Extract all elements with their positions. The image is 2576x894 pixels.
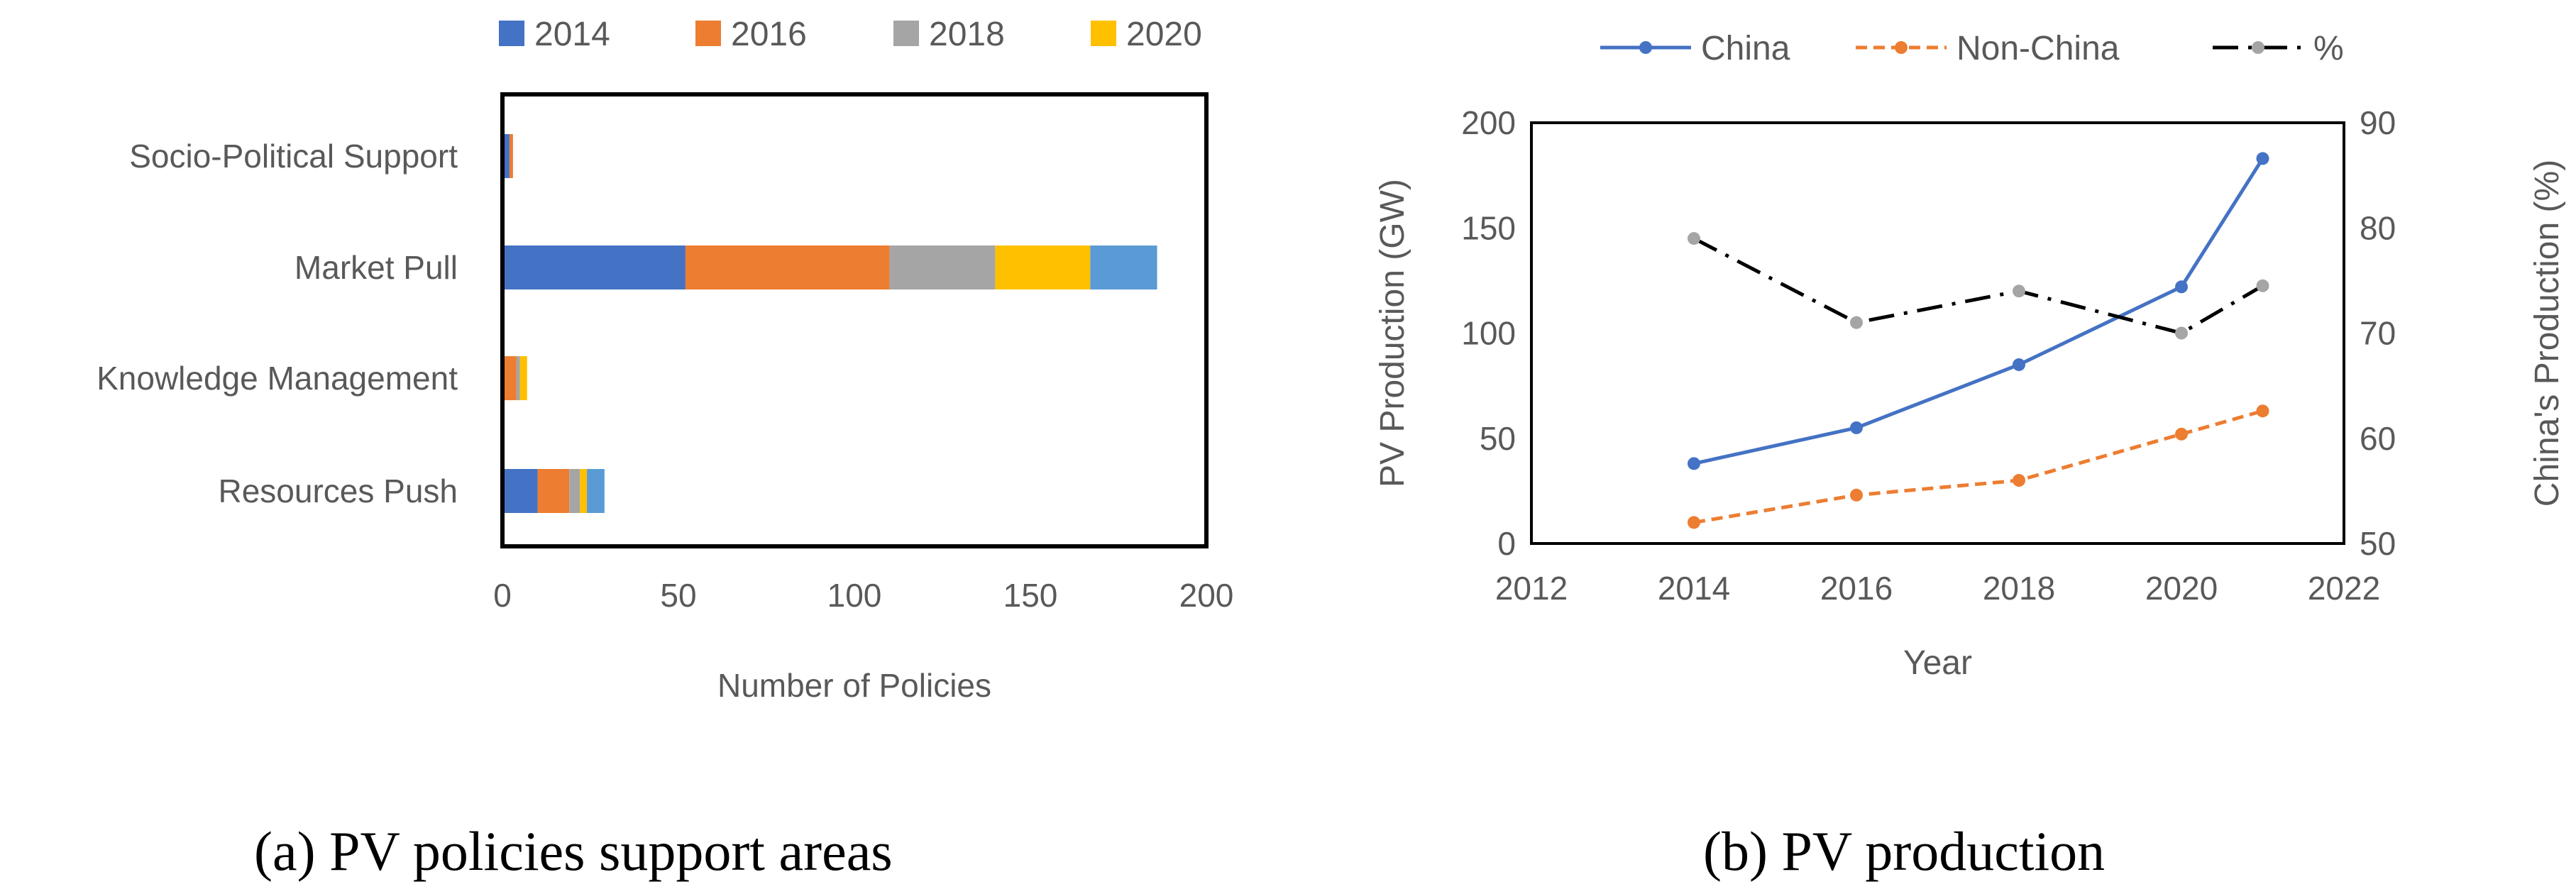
y-axis-label: PV Production (GW) [1374,179,1411,487]
legend-label-2014: 2014 [534,16,610,53]
caption-a: (a) PV policies support areas [254,820,893,882]
x-tick-0: 0 [493,577,512,614]
legend-marker-china [1639,41,1652,54]
x-tick-200: 200 [1179,577,1234,614]
bar-resources-push-2018 [569,469,580,513]
caption-b: (b) PV production [1703,820,2106,882]
legend-swatch-2016 [695,21,721,46]
y-tick-150: 150 [1461,209,1516,246]
legend-marker-non-china [1895,41,1908,54]
x-tick-150: 150 [1003,577,1058,614]
x-tick-2016: 2016 [1820,570,1893,607]
legend-label-2020: 2020 [1126,16,1202,53]
point-non-china-2021 [2256,404,2269,418]
category-label-knowledge-management: Knowledge Management [97,360,458,397]
point-non-china-2018 [2013,474,2025,487]
legend-label-non-china: Non-China [1956,30,2120,67]
point-percent-2016 [1850,316,1863,329]
bar-resources-push-2021 [587,469,605,513]
bar-knowledge-management-2020 [519,356,527,400]
x-axis-label: Number of Policies [717,667,991,704]
y2-tick-50: 50 [2360,525,2396,562]
x-tick-2020: 2020 [2145,570,2218,607]
plot-frame [500,92,1209,548]
x-axis-label: Year [1903,644,1972,682]
y-tick-50: 50 [1480,420,1516,457]
point-china-2018 [2013,358,2025,371]
bar-market-pull-2020 [995,245,1091,289]
plot-frame [1530,121,2345,545]
bar-socio-political-support-2014 [502,134,510,178]
point-non-china-2016 [1850,488,1863,502]
point-percent-2020 [2175,326,2188,340]
point-china-2016 [1850,421,1863,434]
y2-tick-80: 80 [2360,209,2396,246]
bar-knowledge-management-2016 [502,356,517,400]
y2-tick-60: 60 [2360,420,2396,457]
bar-market-pull-2018 [889,245,996,289]
bar-market-pull-2021 [1090,245,1157,289]
y2-axis-label: China's Production (%) [2528,160,2566,507]
point-percent-2014 [1688,232,1700,245]
point-non-china-2020 [2175,427,2188,441]
x-tick-2022: 2022 [2308,570,2380,607]
x-tick-2012: 2012 [1495,570,1568,607]
bar-market-pull-2014 [502,245,686,289]
x-tick-2014: 2014 [1658,570,1730,607]
bar-market-pull-2016 [685,245,890,289]
category-label-socio-political-support: Socio-Political Support [129,138,458,175]
y-tick-0: 0 [1497,525,1516,562]
x-tick-100: 100 [827,577,882,614]
x-tick-2018: 2018 [1983,570,2055,607]
point-non-china-2014 [1688,516,1700,529]
bar-socio-political-support-2016 [509,134,513,178]
legend-swatch-2020 [1091,21,1116,46]
chart-b-production: 2012 2014 2016 2018 2020 2022 0 50 100 150 200 50 60… [1374,30,2566,682]
chart-a-policies: Socio-Political Support Market Pull Knowle… [97,16,1234,704]
series-line-non-china [1693,409,2264,524]
legend-label-2016: 2016 [731,16,807,53]
legend-marker-percent [2252,41,2264,54]
bar-knowledge-management-2018 [516,356,520,400]
series-line-china [1693,158,2264,465]
category-label-market-pull: Market Pull [295,249,458,286]
legend-swatch-2018 [893,21,919,46]
bar-resources-push-2020 [580,469,588,513]
point-china-2021 [2256,152,2269,165]
y2-tick-70: 70 [2360,315,2396,352]
legend-swatch-2014 [499,21,524,46]
legend-label-percent: % [2313,30,2344,67]
y-tick-200: 200 [1461,104,1516,141]
point-china-2014 [1688,457,1700,470]
bar-resources-push-2014 [502,469,538,513]
category-label-resources-push: Resources Push [219,473,458,509]
x-tick-50: 50 [660,577,696,614]
point-percent-2021 [2256,279,2269,292]
y-tick-100: 100 [1461,315,1516,352]
point-percent-2018 [2013,285,2025,298]
point-china-2020 [2175,280,2188,294]
legend-label-2018: 2018 [929,16,1005,53]
y2-tick-90: 90 [2360,104,2396,141]
legend-label-china: China [1701,30,1790,67]
bar-resources-push-2016 [537,469,570,513]
